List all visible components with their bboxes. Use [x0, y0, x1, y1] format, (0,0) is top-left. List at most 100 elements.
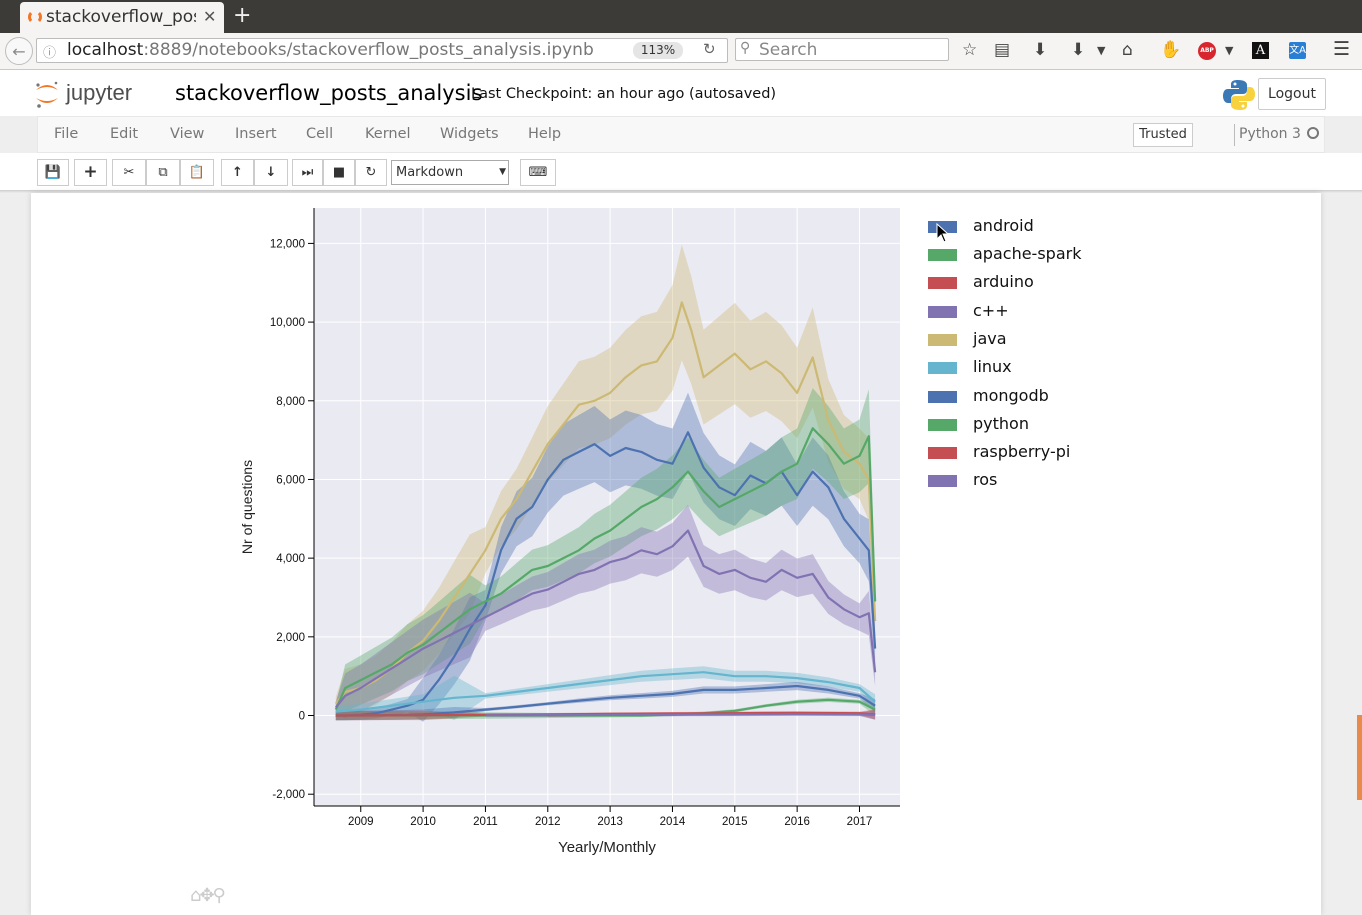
move-down-button[interactable]: ↓	[254, 159, 288, 186]
legend-swatch	[928, 334, 957, 346]
menu-edit[interactable]: Edit	[110, 126, 139, 142]
line-python	[334, 427, 877, 711]
bookmark-star-icon[interactable]: ☆	[962, 40, 978, 60]
kernel-idle-icon	[1307, 127, 1319, 139]
browser-nav-bar: ← ⓘ localhost:8889/notebooks/stackoverfl…	[0, 33, 1362, 70]
close-tab-icon[interactable]: ✕	[203, 7, 217, 26]
home-icon[interactable]: ⌂	[1122, 40, 1133, 60]
run-cell-button[interactable]: ⏭	[292, 159, 323, 186]
menu-help[interactable]: Help	[528, 126, 562, 142]
mouse-cursor-icon	[936, 223, 950, 243]
x-tick-label: 2010	[410, 816, 436, 828]
legend-swatch	[928, 306, 957, 318]
font-icon[interactable]: A	[1252, 42, 1269, 59]
search-placeholder: Search	[759, 40, 818, 60]
chevron-down-icon[interactable]: ▼	[1097, 44, 1106, 57]
browser-tab-bar: stackoverflow_posts_analysis ✕ +	[0, 0, 1362, 33]
hamburger-menu-icon[interactable]: ☰	[1333, 38, 1351, 60]
python-logo-icon	[1223, 80, 1255, 110]
save-button[interactable]: 💾	[37, 159, 69, 186]
output-chart: -2,000 0 2,000 4,000 6,000 8,000 10,000 12,000 2…	[239, 208, 900, 856]
menu-file[interactable]: File	[54, 126, 79, 142]
interrupt-kernel-button[interactable]: ■	[323, 159, 355, 186]
insert-cell-button[interactable]: +	[74, 159, 107, 186]
legend-swatch	[928, 419, 957, 431]
y-tick-label: -2,000	[272, 789, 305, 801]
menu-kernel[interactable]: Kernel	[365, 126, 411, 142]
band-linux	[335, 666, 876, 720]
kernel-name: Python 3	[1239, 126, 1301, 142]
menu-view[interactable]: View	[170, 126, 205, 142]
jupyter-moon-1	[36, 83, 40, 87]
y-tick-label: 2,000	[276, 632, 305, 644]
new-tab-icon[interactable]: +	[233, 3, 252, 28]
chart-axes: -2,000 0 2,000 4,000 6,000 8,000 10,000 12,000 2…	[270, 208, 900, 828]
command-palette-keyboard-icon[interactable]: ⌨	[520, 159, 556, 186]
url-bar[interactable]: ⓘ localhost:8889/notebooks/stackoverflow…	[36, 38, 728, 63]
browser-tab[interactable]: stackoverflow_posts_analysis ✕	[20, 2, 224, 33]
move-up-button[interactable]: ↑	[221, 159, 254, 186]
translate-icon[interactable]: 文A	[1289, 42, 1306, 59]
zoom-icon[interactable]: ⚲	[212, 885, 226, 906]
extension-hand-icon[interactable]: ✋	[1160, 40, 1182, 60]
legend-label: raspberry-pi	[973, 442, 1071, 461]
x-axis-label: Yearly/Monthly	[558, 839, 656, 856]
home-icon[interactable]: ⌂	[190, 885, 202, 906]
x-tick-label: 2016	[784, 816, 810, 828]
x-tick-label: 2014	[660, 816, 686, 828]
x-tick-label: 2017	[847, 816, 873, 828]
copy-button[interactable]: ⧉	[146, 159, 180, 186]
back-button[interactable]: ←	[5, 37, 33, 65]
trusted-indicator[interactable]: Trusted	[1133, 123, 1193, 147]
cell-type-select[interactable]: Markdown ▼	[391, 160, 509, 185]
toolbar-shadow	[0, 190, 1362, 193]
jupyter-moon-2	[54, 81, 58, 85]
paste-button[interactable]: 📋	[180, 159, 214, 186]
url-text: localhost:8889/notebooks/stackoverflow_p…	[67, 40, 594, 60]
band-python	[335, 388, 876, 716]
legend-label: apache-spark	[973, 244, 1082, 263]
chevron-down-icon: ▼	[499, 167, 506, 177]
downloads-icon[interactable]: ⬇	[1033, 40, 1048, 60]
menu-widgets[interactable]: Widgets	[440, 126, 499, 142]
logout-button[interactable]: Logout	[1258, 78, 1326, 110]
menu-cell[interactable]: Cell	[306, 126, 334, 142]
jupyter-orbit-top	[36, 85, 58, 90]
info-icon[interactable]: ⓘ	[43, 46, 57, 61]
legend-label: android	[973, 216, 1034, 235]
legend-swatch	[928, 447, 957, 459]
adblock-plus-icon[interactable]: ABP	[1198, 42, 1216, 60]
restart-kernel-button[interactable]: ↻	[355, 159, 387, 186]
jupyter-logo[interactable]: jupyter	[34, 78, 154, 110]
reading-list-icon[interactable]: ▤	[994, 40, 1011, 60]
search-input[interactable]: ⚲ Search	[735, 38, 949, 61]
x-tick-label: 2009	[348, 816, 374, 828]
legend-label: ros	[973, 470, 998, 489]
line-ros	[485, 713, 876, 717]
chevron-down-icon[interactable]: ▼	[1225, 44, 1234, 57]
y-tick-label: 0	[299, 711, 305, 723]
series-lines	[334, 301, 877, 717]
reload-icon[interactable]: ↻	[703, 40, 716, 58]
jupyter-favicon-icon	[28, 10, 42, 24]
legend-label: java	[973, 329, 1007, 348]
page-scrollbar[interactable]	[1357, 715, 1362, 800]
confidence-bands	[335, 244, 876, 722]
menu-insert[interactable]: Insert	[235, 126, 277, 142]
legend-label: mongodb	[973, 386, 1049, 405]
legend-swatch	[928, 475, 957, 487]
pan-icon[interactable]: ✥	[199, 885, 214, 906]
zoom-level[interactable]: 113%	[633, 42, 683, 59]
kernel-divider	[1234, 124, 1235, 146]
download-helper-icon[interactable]: ⬇	[1071, 40, 1086, 60]
y-tick-label: 12,000	[270, 238, 305, 250]
y-tick-label: 10,000	[270, 317, 305, 329]
y-axis-label: Nr of questions	[239, 460, 255, 554]
figure-nav-tools[interactable]: ⌂✥⚲	[190, 885, 226, 906]
legend-swatch	[928, 221, 957, 233]
cut-button[interactable]: ✂	[112, 159, 146, 186]
line-linux	[335, 671, 876, 713]
plot-background	[314, 208, 900, 806]
notebook-name[interactable]: stackoverflow_posts_analysis	[175, 81, 483, 105]
band-java	[335, 244, 876, 715]
